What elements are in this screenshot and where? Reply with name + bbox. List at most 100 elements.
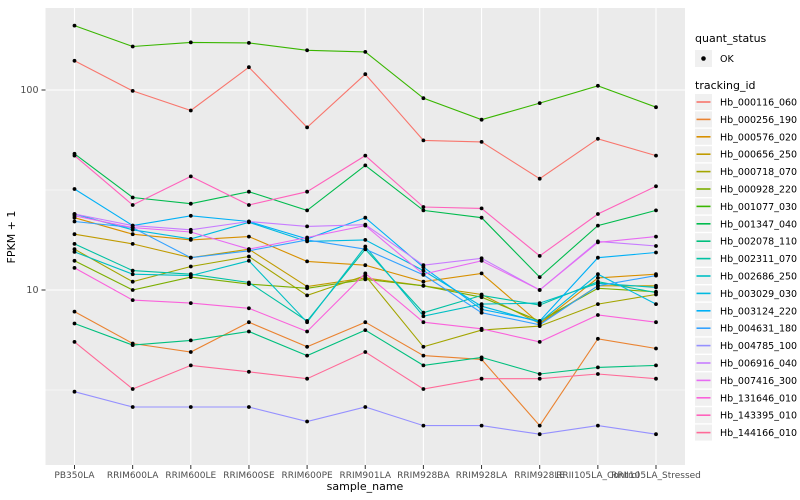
data-point [654,285,658,290]
x-tick-label: RRIM600LE [165,471,216,481]
legend: quant_status OK tracking_id Hb_000116_06… [695,32,797,441]
y-axis-title: FPKM + 1 [5,211,18,264]
data-point [130,298,135,302]
data-point [130,387,135,391]
data-point [188,264,193,269]
legend-series-label: Hb_000576_020 [720,132,797,143]
data-point [363,238,368,242]
y-tick-label: 100 [20,85,38,96]
legend-series-label: Hb_000718_070 [720,167,797,178]
data-point [247,405,251,409]
x-tick-label: RRIM928BA [397,471,450,481]
data-point [363,350,368,354]
data-point [247,280,251,285]
data-point [537,101,542,105]
y-tick-label: 10 [26,285,38,296]
data-point [72,340,77,344]
data-point [130,343,135,347]
data-point [247,247,251,252]
data-point [247,369,251,374]
data-point [421,263,426,268]
data-point [247,203,251,207]
data-point [479,206,484,211]
legend-series-label: Hb_000656_250 [720,150,797,161]
data-point [72,242,77,246]
data-point [537,301,542,305]
data-point [654,320,658,325]
data-point [654,184,658,189]
legend-series-label: Hb_003029_030 [720,289,797,300]
x-tick-label: RRII105LA_Stressed [611,471,701,481]
data-point [421,138,426,143]
data-point [188,201,193,206]
data-point [188,230,193,234]
data-point [421,314,426,319]
data-point [305,125,309,130]
data-point [537,372,542,376]
x-tick-label: PB350LA [54,471,95,481]
data-point [363,405,368,409]
data-point [130,288,135,292]
data-point [305,286,309,291]
data-point [537,319,542,323]
data-point [654,208,658,213]
data-point [247,189,251,194]
data-point [654,250,658,255]
legend-ok-label: OK [720,54,734,65]
data-point [188,237,193,241]
data-point [188,40,193,45]
data-point [479,307,484,312]
x-tick-label: RRIM600LA [107,471,159,481]
data-point [188,338,193,343]
axes: 10 100 PB350LA RRIM600LA RRIM600LE RRIM600SE R… [20,85,701,481]
data-point [305,235,309,240]
data-point [421,353,426,358]
data-point [654,376,658,381]
data-point [596,240,600,245]
data-point [188,213,193,218]
data-point [421,310,426,315]
data-point [72,23,77,28]
x-tick-label: RRIM928LA [456,471,508,481]
data-point [537,288,542,292]
data-point [188,301,193,305]
data-point [654,432,658,437]
data-point [363,153,368,158]
data-point [305,320,309,325]
data-point [363,244,368,249]
data-point [363,72,368,77]
data-point [72,266,77,270]
data-point [421,279,426,284]
data-point [130,279,135,284]
legend-entries: Hb_000116_060 Hb_000256_190 Hb_000576_020 H… [695,94,797,441]
legend-series-label: Hb_143395_010 [720,411,797,422]
data-points [72,23,658,437]
data-point [305,376,309,381]
data-point [479,215,484,220]
data-point [537,423,542,428]
data-point [305,293,309,298]
data-point [72,58,77,63]
data-point [421,363,426,368]
data-point [596,136,600,141]
data-point [654,290,658,295]
data-point [596,276,600,280]
legend-tracking-id-title: tracking_id [695,79,756,92]
x-axis-title: sample_name [327,480,404,493]
data-point [72,258,77,263]
data-point [596,223,600,228]
data-point [421,208,426,213]
data-point [596,336,600,341]
data-point [247,258,251,263]
data-point [596,283,600,288]
x-tick-label: RRIM928LE [514,471,565,481]
data-point [305,259,309,264]
legend-series-label: Hb_001077_030 [720,202,797,213]
data-point [537,376,542,381]
data-point [537,340,542,344]
legend-series-label: Hb_144166_010 [720,428,797,439]
data-point [537,275,542,279]
legend-series-label: Hb_004631_180 [720,324,797,335]
